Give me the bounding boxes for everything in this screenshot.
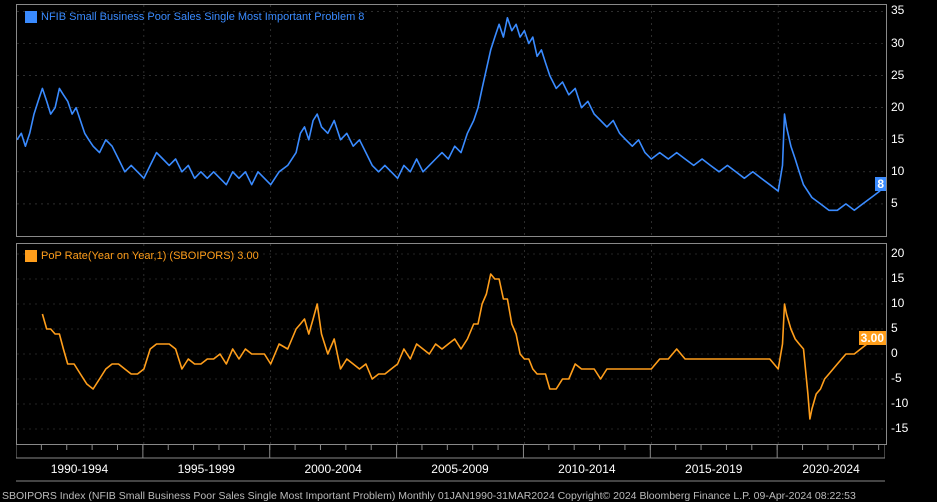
legend-top: NFIB Small Business Poor Sales Single Mo… (21, 9, 368, 25)
footer-text: SBOIPORS Index (NFIB Small Business Poor… (0, 490, 937, 502)
x-tick-label: 1995-1999 (178, 462, 235, 476)
y-tick-label: -5 (891, 371, 935, 385)
y-tick-label: 10 (891, 164, 935, 178)
x-tick-label: 2010-2014 (558, 462, 615, 476)
chart-svg-top (17, 5, 886, 236)
y-tick-label: 20 (891, 100, 935, 114)
last-value-marker-top: 8 (875, 177, 886, 191)
y-tick-label: 0 (891, 346, 935, 360)
y-tick-label: 15 (891, 271, 935, 285)
legend-swatch-bottom (25, 250, 37, 262)
chart-panel-top: NFIB Small Business Poor Sales Single Mo… (16, 4, 887, 237)
y-tick-label: -10 (891, 396, 935, 410)
legend-label-top: NFIB Small Business Poor Sales Single Mo… (41, 11, 364, 23)
x-tick-label: 2020-2024 (802, 462, 859, 476)
legend-bottom: PoP Rate(Year on Year,1) (SBOIPORS) 3.00 (21, 248, 263, 264)
x-tick-label: 1990-1994 (51, 462, 108, 476)
x-tick-label: 2000-2004 (304, 462, 361, 476)
chart-panel-bottom: PoP Rate(Year on Year,1) (SBOIPORS) 3.00… (16, 243, 887, 445)
last-value-marker-bottom: 3.00 (859, 331, 886, 345)
y-tick-label: 10 (891, 296, 935, 310)
legend-swatch-top (25, 11, 37, 23)
x-tick-label: 2005-2009 (431, 462, 488, 476)
y-tick-label: 5 (891, 321, 935, 335)
chart-svg-bottom (17, 244, 886, 444)
y-tick-label: 25 (891, 68, 935, 82)
x-tick-label: 2015-2019 (685, 462, 742, 476)
y-tick-label: 30 (891, 36, 935, 50)
y-tick-label: -15 (891, 421, 935, 435)
y-tick-label: 35 (891, 3, 935, 17)
legend-label-bottom: PoP Rate(Year on Year,1) (SBOIPORS) 3.00 (41, 250, 259, 262)
y-tick-label: 15 (891, 132, 935, 146)
y-tick-label: 5 (891, 196, 935, 210)
y-tick-label: 20 (891, 246, 935, 260)
